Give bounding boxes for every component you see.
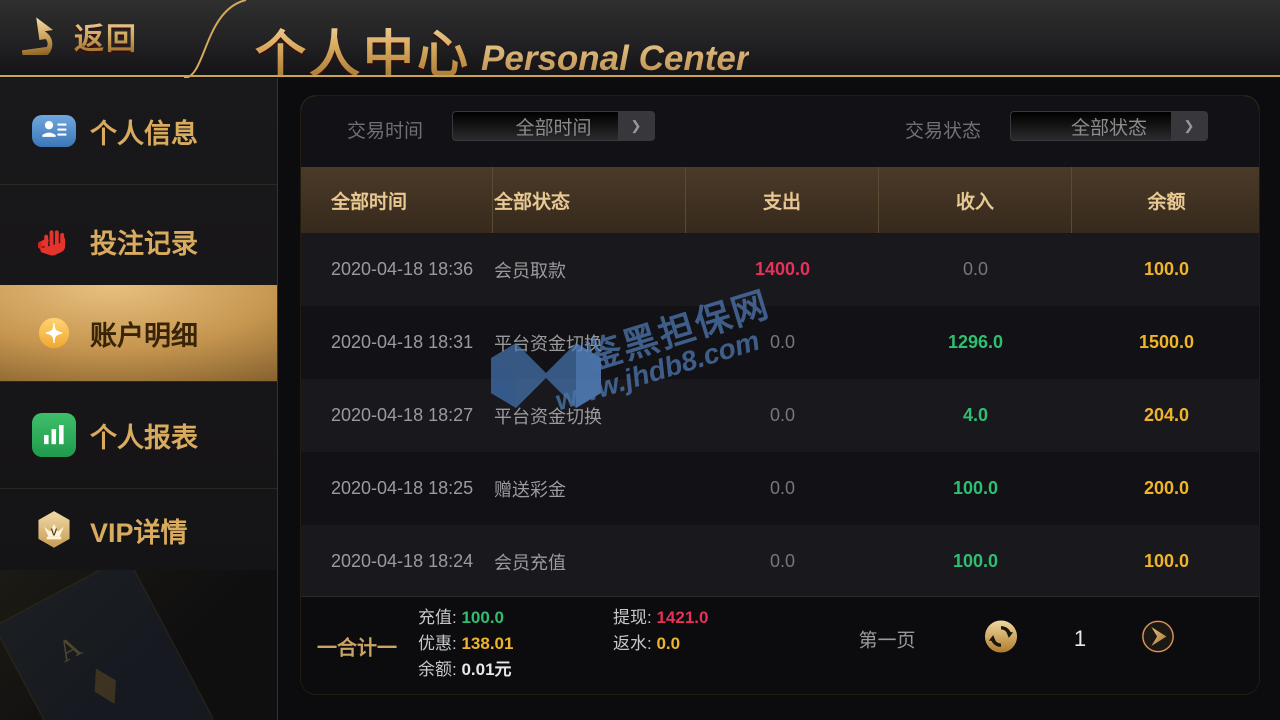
svg-text:V: V: [51, 528, 58, 539]
